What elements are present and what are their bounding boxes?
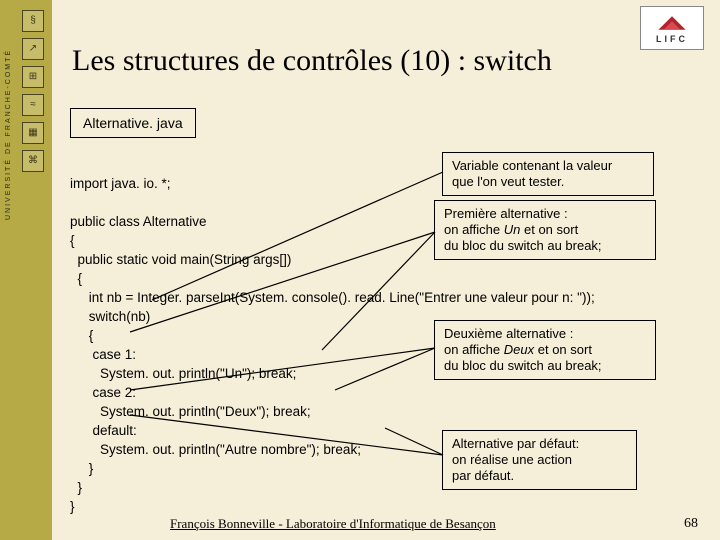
sidebar-icon: ⌘ — [22, 150, 44, 172]
footer: François Bonneville - Laboratoire d'Info… — [170, 516, 496, 532]
callout-default: Alternative par défaut: on réalise une a… — [442, 430, 637, 490]
page-number: 68 — [684, 516, 698, 532]
callout-line: que l'on veut tester. — [452, 174, 564, 189]
code-line: int nb = Integer. parseInt(System. conso… — [70, 290, 595, 305]
code-line: case 1: — [70, 347, 136, 362]
page-title: Les structures de contrôles (10) : switc… — [72, 44, 552, 78]
code-line: { — [70, 328, 93, 343]
file-label: Alternative. java — [70, 108, 196, 138]
callout-em: Un — [504, 222, 521, 237]
code-line: public static void main(String args[]) — [70, 252, 291, 267]
sidebar: UNIVERSITÉ DE FRANCHE-COMTÉ § ↗ ⊞ ≈ ▦ ⌘ — [0, 0, 52, 540]
callout-second-alt: Deuxième alternative : on affiche Deux e… — [434, 320, 656, 380]
callout-line: Première alternative : — [444, 206, 568, 221]
callout-line: du bloc du switch au break; — [444, 358, 602, 373]
sidebar-icon: ↗ — [22, 38, 44, 60]
code-line: } — [70, 480, 82, 495]
callout-part: on affiche — [444, 342, 504, 357]
callout-line: par défaut. — [452, 468, 514, 483]
code-line: switch(nb) — [70, 309, 150, 324]
code-line: { — [70, 271, 82, 286]
code-line: System. out. println("Autre nombre"); br… — [70, 442, 361, 457]
code-line: System. out. println("Deux"); break; — [70, 404, 311, 419]
sidebar-icon: § — [22, 10, 44, 32]
callout-line: Deuxième alternative : — [444, 326, 573, 341]
callout-line: on réalise une action — [452, 452, 572, 467]
code-line: import java. io. *; — [70, 176, 171, 191]
logo-text: LIFC — [656, 34, 688, 44]
callout-line: Alternative par défaut: — [452, 436, 579, 451]
code-line: case 2: — [70, 385, 136, 400]
code-line: } — [70, 461, 93, 476]
code-line: System. out. println("Un"); break; — [70, 366, 296, 381]
sidebar-icon: ▦ — [22, 122, 44, 144]
sidebar-icon: ≈ — [22, 94, 44, 116]
callout-part: et on sort — [534, 342, 592, 357]
code-line: public class Alternative — [70, 214, 207, 229]
code-line: default: — [70, 423, 137, 438]
callout-variable: Variable contenant la valeur que l'on ve… — [442, 152, 654, 196]
callout-line: du bloc du switch au break; — [444, 238, 602, 253]
code-line: } — [70, 499, 75, 514]
sidebar-icon: ⊞ — [22, 66, 44, 88]
callout-part: et on sort — [520, 222, 578, 237]
code-line: { — [70, 233, 75, 248]
sidebar-icons: § ↗ ⊞ ≈ ▦ ⌘ — [22, 10, 44, 172]
callout-line: Variable contenant la valeur — [452, 158, 612, 173]
callout-em: Deux — [504, 342, 534, 357]
sidebar-label: UNIVERSITÉ DE FRANCHE-COMTÉ — [5, 49, 12, 220]
callout-first-alt: Première alternative : on affiche Un et … — [434, 200, 656, 260]
callout-part: on affiche — [444, 222, 504, 237]
logo: LIFC — [640, 6, 704, 50]
